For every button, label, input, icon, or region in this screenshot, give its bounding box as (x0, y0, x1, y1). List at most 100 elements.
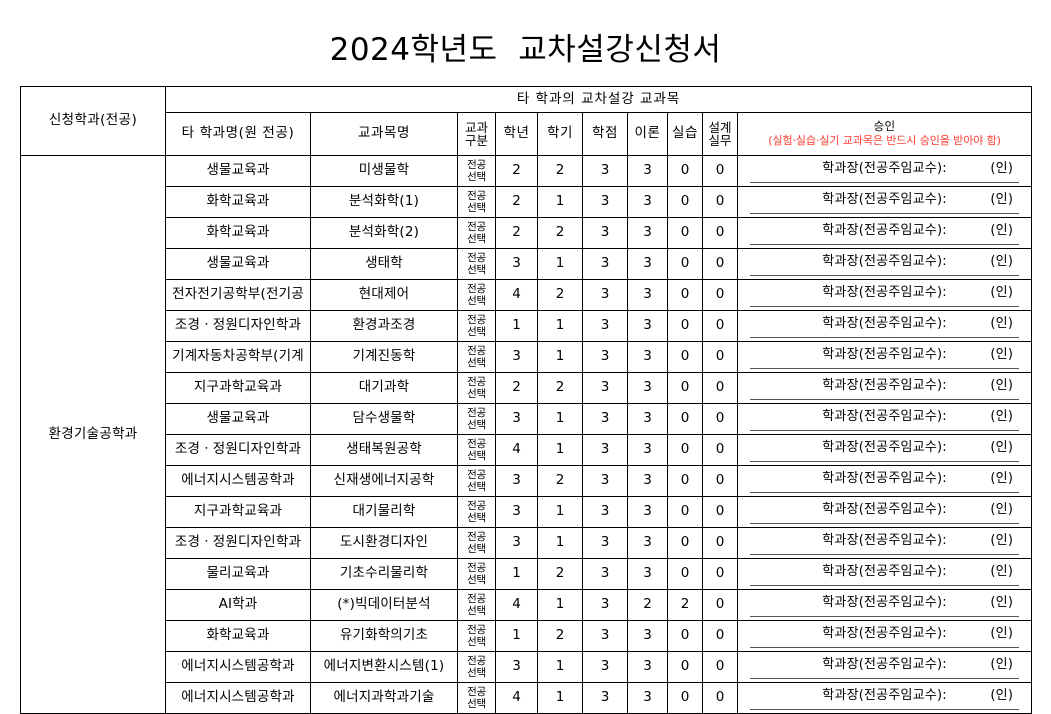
cell-theory-hours: 3 (627, 217, 668, 249)
cell-approval-signature[interactable]: 학과장(전공주임교수): (인) (736, 248, 1033, 280)
cell-course-type: 전공 선택 (457, 279, 496, 311)
cell-course-type-line1: 전공 (467, 685, 486, 698)
cell-design-practice: 0 (702, 310, 738, 342)
table-row: 조경ㆍ정원디자인학과 생태복원공학 전공 선택 4 1 3 3 0 0 학과장(전공주임교수): (인… (21, 434, 1033, 466)
cell-course-type-line1: 전공 (467, 530, 486, 543)
approval-seal-marker: (인) (990, 532, 1014, 548)
cell-grade-year: 2 (495, 155, 538, 187)
cell-approval-signature[interactable]: 학과장(전공주임교수): (인) (736, 434, 1033, 466)
cell-other-dept: 생물교육과 (165, 403, 311, 435)
cell-semester: 1 (537, 310, 583, 342)
cell-approval-signature[interactable]: 학과장(전공주임교수): (인) (736, 589, 1033, 621)
table-row: 환경기술공학과 생물교육과 미생물학 전공 선택 2 2 3 3 0 0 학과장(전공주임교수): (인… (20, 155, 1033, 714)
cell-credits: 3 (582, 186, 628, 218)
cell-course-type-line1: 전공 (467, 623, 486, 636)
cell-practice-hours: 0 (667, 403, 703, 435)
cell-approval-signature[interactable]: 학과장(전공주임교수): (인) (736, 465, 1033, 497)
table-row: 기계자동차공학부(기계 기계진동학 전공 선택 3 1 3 3 0 0 학과장(전공주임교수): (인… (21, 341, 1033, 373)
cell-course-type-line1: 전공 (467, 592, 486, 605)
cell-approval-signature[interactable]: 학과장(전공주임교수): (인) (736, 341, 1033, 373)
cell-design-practice: 0 (702, 589, 738, 621)
approval-signature-line-wrap: 학과장(전공주임교수): (인) (750, 374, 1020, 403)
cell-semester: 1 (537, 186, 583, 218)
cell-course-name: 기초수리물리학 (310, 558, 458, 590)
approval-signature-rule (750, 274, 1020, 276)
cell-semester: 2 (537, 465, 583, 497)
cell-approval-signature[interactable]: 학과장(전공주임교수): (인) (736, 558, 1033, 590)
cell-grade-year: 3 (495, 403, 538, 435)
approval-seal-marker: (인) (990, 439, 1014, 455)
cell-theory-hours: 3 (627, 651, 668, 683)
cell-practice-hours: 0 (667, 217, 703, 249)
cell-course-type: 전공 선택 (457, 155, 496, 187)
approval-signature-line-wrap: 학과장(전공주임교수): (인) (750, 498, 1020, 527)
cell-grade-year: 2 (495, 186, 538, 218)
cell-theory-hours: 3 (627, 465, 668, 497)
cell-theory-hours: 3 (627, 558, 668, 590)
approval-signature-line-wrap: 학과장(전공주임교수): (인) (750, 157, 1020, 186)
table-row: 에너지시스템공학과 에너지과학과기술 전공 선택 4 1 3 3 0 0 학과장(전공주임교수):(… (21, 682, 1033, 714)
approval-seal-marker: (인) (990, 377, 1014, 393)
cell-course-name: 유기화학의기초 (310, 620, 458, 652)
approval-seal-marker: (인) (990, 470, 1014, 486)
cell-approval-signature[interactable]: 학과장(전공주임교수): (인) (736, 279, 1033, 311)
cell-course-type-line1: 전공 (467, 375, 486, 388)
cell-course-type-line2: 선택 (467, 512, 486, 524)
table-body: 환경기술공학과 생물교육과 미생물학 전공 선택 2 2 3 3 0 0 학과장(전공주임교수): (인… (20, 155, 1033, 714)
cell-course-type-line1: 전공 (467, 561, 486, 574)
approval-seal-marker: (인) (990, 687, 1014, 703)
cell-semester: 1 (537, 248, 583, 280)
approval-signature-rule (750, 615, 1020, 617)
table-row: 조경ㆍ정원디자인학과 환경과조경 전공 선택 1 1 3 3 0 0 학과장(전공주임교수): (인) (21, 310, 1033, 342)
approval-seal-marker: (인) (990, 501, 1014, 517)
approval-seal-marker: (인) (990, 346, 1014, 362)
cell-course-type-line2: 선택 (467, 543, 486, 555)
cell-grade-year: 3 (495, 248, 538, 280)
cell-credits: 3 (582, 403, 628, 435)
cell-approval-signature[interactable]: 학과장(전공주임교수): (인) (736, 496, 1033, 528)
cell-theory-hours: 3 (627, 527, 668, 559)
cell-course-name: 담수생물학 (310, 403, 458, 435)
cell-approval-signature[interactable]: 학과장(전공주임교수): (인) (736, 682, 1033, 714)
table-row: 조경ㆍ정원디자인학과 도시환경디자인 전공 선택 3 1 3 3 0 0 학과장(전공주임교수):(… (21, 527, 1033, 559)
cell-theory-hours: 3 (627, 155, 668, 187)
cell-approval-signature[interactable]: 학과장(전공주임교수): (인) (736, 310, 1033, 342)
table-row: 물리교육과 기초수리물리학 전공 선택 1 2 3 3 0 0 학과장(전공주임교수): (인) (21, 558, 1033, 590)
cell-course-type-line2: 선택 (467, 605, 486, 617)
cell-grade-year: 1 (495, 310, 538, 342)
cell-course-type-line1: 전공 (467, 251, 486, 264)
cell-design-practice: 0 (702, 403, 738, 435)
header-approval-note: (실험·실습·실기 교과목은 반드시 승인을 받아야 함) (768, 134, 1001, 148)
document-page: 2024학년도 교차설강신청서 신청학과(전공) 타 학과의 교차설강 교과목 (20, 32, 1033, 714)
cell-practice-hours: 2 (667, 589, 703, 621)
header-other-dept-name: 타 학과명(원 전공) (165, 112, 311, 156)
cell-approval-signature[interactable]: 학과장(전공주임교수): (인) (736, 651, 1033, 683)
cell-design-practice: 0 (702, 155, 738, 187)
cell-approval-signature[interactable]: 학과장(전공주임교수): (인) (736, 372, 1033, 404)
approval-signature-line-wrap: 학과장(전공주임교수): (인) (750, 653, 1020, 682)
table-row: 에너지시스템공학과 신재생에너지공학 전공 선택 3 2 3 3 0 0 학과장(전공주임교수):(… (21, 465, 1033, 497)
cell-grade-year: 3 (495, 651, 538, 683)
cell-credits: 3 (582, 496, 628, 528)
cell-theory-hours: 3 (627, 372, 668, 404)
cell-practice-hours: 0 (667, 341, 703, 373)
approval-label: 학과장(전공주임교수): (822, 191, 947, 207)
cell-theory-hours: 3 (627, 434, 668, 466)
cell-practice-hours: 0 (667, 310, 703, 342)
approval-signature-line-wrap: 학과장(전공주임교수): (인) (750, 436, 1020, 465)
cell-grade-year: 3 (495, 496, 538, 528)
cell-approval-signature[interactable]: 학과장(전공주임교수): (인) (736, 527, 1033, 559)
cell-credits: 3 (582, 310, 628, 342)
cell-design-practice: 0 (702, 279, 738, 311)
cell-approval-signature[interactable]: 학과장(전공주임교수): (인) (736, 403, 1033, 435)
cell-approval-signature[interactable]: 학과장(전공주임교수): (인) (736, 186, 1033, 218)
cell-semester: 2 (537, 620, 583, 652)
cell-design-practice: 0 (702, 372, 738, 404)
cell-approval-signature[interactable]: 학과장(전공주임교수): (인) (736, 620, 1033, 652)
cell-course-type-line1: 전공 (467, 468, 486, 481)
cell-approval-signature[interactable]: 학과장(전공주임교수): (인) (736, 217, 1033, 249)
cell-semester: 2 (537, 279, 583, 311)
cell-approval-signature[interactable]: 학과장(전공주임교수): (인) (736, 155, 1033, 187)
cell-other-dept: 에너지시스템공학과 (165, 682, 311, 714)
cell-practice-hours: 0 (667, 465, 703, 497)
